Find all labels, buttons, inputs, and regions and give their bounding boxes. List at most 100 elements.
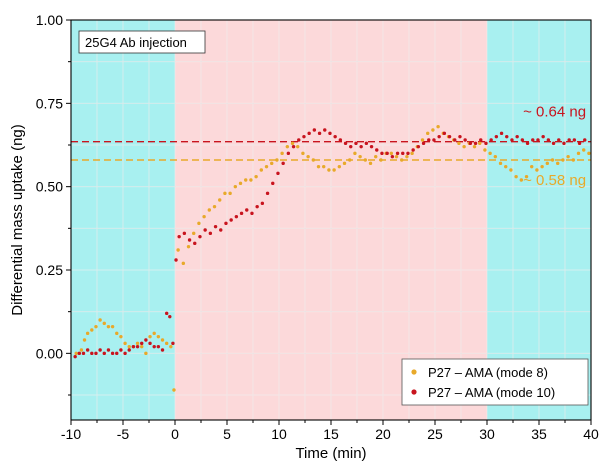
data-point-s1-14 [131, 344, 136, 349]
data-point-s0-42 [264, 164, 269, 169]
data-point-s1-96 [541, 134, 545, 139]
data-point-s1-87 [494, 134, 499, 139]
data-point-s0-1 [79, 348, 84, 352]
data-point-s1-85 [484, 141, 488, 146]
data-point-s1-59 [349, 144, 353, 149]
data-point-s1-13 [127, 348, 131, 352]
legend-marker-1 [411, 389, 417, 395]
data-point-s1-30 [198, 234, 202, 239]
data-point-s0-49 [301, 151, 305, 156]
data-point-s0-11 [119, 334, 123, 339]
data-point-s1-47 [286, 151, 291, 156]
data-point-s0-100 [566, 154, 570, 159]
data-point-s0-28 [192, 231, 196, 236]
data-point-s0-43 [270, 161, 274, 166]
data-point-s0-95 [540, 164, 544, 169]
data-point-s1-26 [177, 234, 181, 239]
data-point-s0-73 [426, 131, 430, 136]
data-point-s0-96 [545, 161, 550, 166]
x-tick-label: -5 [117, 426, 130, 442]
data-point-s0-50 [306, 154, 310, 159]
data-point-s1-103 [577, 141, 582, 146]
data-point-s1-61 [359, 144, 363, 149]
x-axis-title: Time (min) [295, 445, 366, 462]
data-point-s0-13 [127, 344, 131, 349]
data-point-s1-15 [135, 344, 140, 349]
data-point-s1-74 [427, 138, 431, 142]
data-point-s1-69 [401, 151, 405, 156]
data-point-s1-58 [343, 141, 348, 146]
data-point-s1-44 [271, 181, 275, 186]
data-point-s0-36 [233, 184, 238, 189]
data-point-s0-68 [400, 158, 404, 162]
data-point-s0-103 [582, 148, 586, 152]
data-point-s0-97 [550, 158, 555, 162]
data-point-s1-84 [479, 138, 483, 142]
data-point-s1-7 [102, 351, 106, 356]
data-point-s0-7 [102, 321, 106, 326]
data-point-s1-73 [421, 141, 426, 146]
data-point-s0-22 [164, 341, 169, 346]
data-point-s0-12 [123, 341, 127, 346]
data-point-s1-24 [171, 341, 175, 346]
data-point-s0-94 [535, 168, 539, 172]
data-point-s1-17 [144, 338, 148, 342]
data-point-s1-12 [123, 351, 127, 356]
data-point-s1-56 [333, 134, 337, 139]
x-tick-label: 25 [427, 426, 443, 442]
data-point-s1-82 [468, 141, 473, 146]
data-point-s1-55 [328, 131, 332, 136]
data-point-s0-25 [176, 248, 180, 252]
data-point-s1-102 [572, 138, 577, 142]
data-point-s0-58 [348, 158, 352, 162]
data-point-s1-23 [168, 314, 172, 319]
data-point-s0-52 [316, 164, 321, 169]
data-point-s0-32 [212, 204, 217, 209]
data-point-s1-25 [174, 258, 178, 262]
data-point-s0-39 [249, 178, 253, 182]
data-point-s0-99 [561, 158, 565, 162]
x-tick-label: 35 [531, 426, 547, 442]
data-point-s1-9 [110, 351, 115, 356]
data-point-s1-39 [245, 208, 249, 212]
data-point-s0-82 [472, 144, 477, 149]
data-point-s1-92 [520, 138, 525, 142]
data-point-s1-75 [432, 138, 436, 142]
data-point-s1-97 [546, 138, 551, 142]
data-point-s0-29 [197, 221, 201, 226]
data-point-s0-66 [389, 151, 394, 156]
x-tick-label: 15 [323, 426, 339, 442]
value-annotation-2: ~ 0.58 ng [523, 172, 586, 189]
data-point-s0-48 [296, 144, 300, 149]
data-point-s1-38 [239, 211, 244, 216]
data-point-s0-90 [514, 174, 518, 179]
data-point-s0-92 [524, 174, 529, 179]
data-point-s0-79 [457, 141, 461, 146]
data-point-s1-33 [213, 224, 218, 229]
x-tick-label: 0 [171, 426, 179, 442]
data-point-s1-98 [551, 141, 556, 146]
data-point-s0-53 [322, 164, 326, 169]
data-point-s1-71 [411, 148, 415, 152]
data-point-s1-93 [525, 141, 530, 146]
data-point-s1-79 [453, 138, 457, 142]
data-point-s1-27 [182, 231, 187, 236]
data-point-s1-52 [312, 128, 317, 132]
data-point-s0-91 [519, 178, 524, 182]
data-point-s0-89 [509, 168, 513, 172]
data-point-s1-60 [354, 141, 358, 146]
data-point-s0-30 [202, 214, 206, 219]
y-tick-label: 0.75 [36, 95, 63, 111]
data-point-s1-18 [148, 341, 152, 346]
data-point-s0-19 [152, 331, 156, 336]
data-point-s0-16 [140, 344, 144, 349]
data-point-s1-70 [406, 151, 410, 156]
data-point-s0-67 [394, 154, 399, 159]
data-point-s0-10 [115, 331, 119, 336]
data-point-s0-86 [493, 154, 498, 159]
data-point-s0-88 [504, 164, 508, 169]
data-point-s0-26 [181, 261, 186, 266]
data-point-s1-101 [567, 138, 571, 142]
y-tick-label: 0.00 [36, 345, 63, 361]
data-point-s0-41 [259, 168, 264, 172]
